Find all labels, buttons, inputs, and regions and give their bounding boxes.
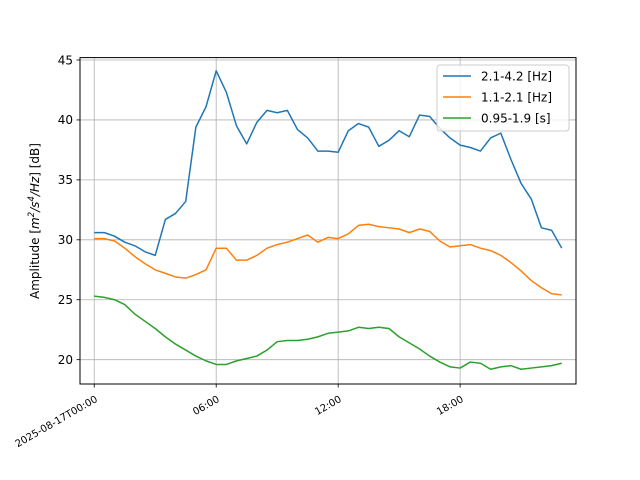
legend: 2.1-4.2 [Hz] 1.1-2.1 [Hz] 0.95-1.9 [s] <box>436 64 570 132</box>
y-label-exp4: 4 <box>27 196 37 201</box>
series-line-3 <box>94 295 562 371</box>
y-axis-label: Amplitude [m2/s4/Hz] [dB] <box>27 143 42 299</box>
series-line-1 <box>94 70 563 257</box>
y-label-close: ] [dB] <box>28 143 42 177</box>
y-tick-label: 20 <box>58 353 73 367</box>
y-tick-label: 35 <box>58 173 73 187</box>
y-tick-label: 30 <box>58 233 73 247</box>
series-line-2 <box>94 223 562 296</box>
legend-label-1: 2.1-4.2 [Hz] <box>481 69 552 83</box>
y-label-exp2: 2 <box>27 212 37 217</box>
y-tick-label: 40 <box>58 113 73 127</box>
y-label-s: s <box>28 202 42 208</box>
y-label-slash1: / <box>28 206 42 213</box>
legend-label-3: 0.95-1.9 [s] <box>481 111 551 125</box>
y-tick-label: 45 <box>58 53 73 67</box>
grid <box>80 57 576 384</box>
legend-box <box>436 64 570 132</box>
y-tick-label: 25 <box>58 293 73 307</box>
y-label-slash2: / <box>28 190 42 197</box>
legend-label-2: 1.1-2.1 [Hz] <box>481 90 552 104</box>
y-label-m: m <box>28 217 42 229</box>
plot-frame <box>79 57 577 385</box>
y-label-main: Amplitude [ <box>28 229 42 299</box>
series-layer <box>94 70 563 371</box>
y-axis: 20 25 30 35 40 45 <box>58 53 80 367</box>
y-label-hz: Hz <box>28 176 42 192</box>
